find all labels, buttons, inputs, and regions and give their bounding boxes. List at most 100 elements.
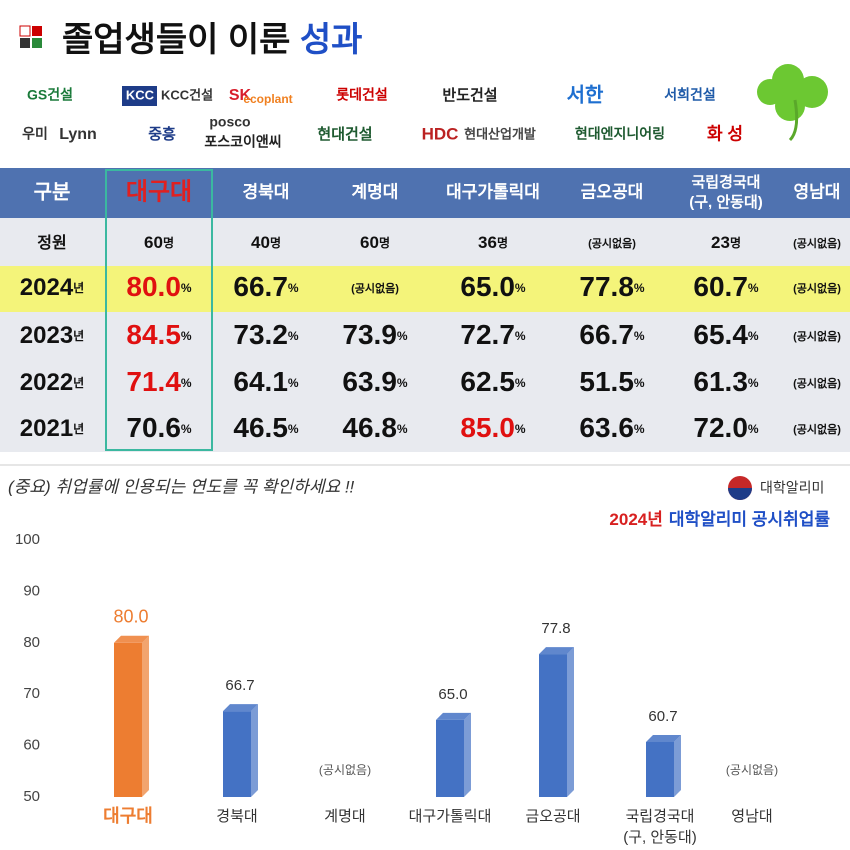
table-cell: (공시없음) [588,237,636,250]
bar [646,742,674,797]
cell-value: 60 [144,233,163,252]
value-label: 66.7 [225,677,254,694]
logo: Lynn [59,126,97,143]
x-tick-label: 국립경국대 [625,808,694,825]
logo: 화 성 [707,124,743,143]
y-tick-label: 90 [23,582,40,599]
bar [114,642,142,797]
value-label: 77.8 [541,620,570,637]
table-header: (구, 안동대) [689,193,763,211]
table-cell: 84.5% [126,319,192,350]
table-cell: 23명 [711,233,741,252]
cell-value: 85.0 [460,412,515,443]
logo: 반도건설 [442,87,497,104]
y-tick-label: 100 [15,531,40,548]
table-header-bg [0,168,850,218]
cell-value: 65.4 [693,319,748,350]
cell-unit: 명 [270,236,281,250]
cell-value: (공시없음) [793,330,841,343]
table-cell: 60명 [144,233,174,252]
logo: 현대건설 [317,126,372,143]
x-tick-label: 영남대 [731,808,772,825]
cell-unit: % [634,329,645,343]
cell-unit: % [515,329,526,343]
title: 졸업생들이 이룬 성과 [62,21,362,59]
cell-value: (공시없음) [793,423,841,436]
table-cell: 72.0% [693,412,759,443]
cell-unit: % [634,281,645,295]
table-header: 금오공대 [581,182,644,201]
title-main: 졸업생들이 이룬 [62,21,290,59]
logo: HDC [422,124,459,143]
logo: 서희건설 [664,87,716,103]
row-label-text: 정원 [37,234,66,252]
table-cell: 72.7% [460,319,526,350]
row-label-text: 2022 [20,369,73,396]
logo: 서한 [567,83,604,106]
x-tick-label: (구, 안동대) [623,829,697,846]
bar-top [114,635,149,643]
note: (중요) 취업률에 인용되는 연도를 꼭 확인하세요 !! [8,477,355,496]
row-label: 2024년 [20,274,84,301]
row-label: 정원 [37,234,66,252]
logo: KCC건설 [161,87,213,102]
cell-unit: % [288,329,299,343]
cell-value: 72.0 [693,412,748,443]
chart-title-year: 2024년 [609,510,662,529]
cell-value: 63.9 [342,366,397,397]
logo: KCC [126,87,155,102]
table-cell: 36명 [478,233,508,252]
cell-value: 64.1 [233,366,288,397]
icon [20,38,30,48]
cell-value: 61.3 [693,366,748,397]
title-highlight: 성과 [300,21,363,59]
logo: ecoplant [243,92,292,106]
logo: 롯데건설 [336,87,388,103]
cell-value: 62.5 [460,366,515,397]
logo: posco [209,114,250,130]
cell-value: 66.7 [579,319,634,350]
logo: 중흥 [148,125,176,143]
cell-unit: % [397,329,408,343]
bar [436,719,464,797]
cell-value: 65.0 [460,271,515,302]
table-cell: 71.4% [126,366,192,397]
no-data-label: (공시없음) [726,763,778,777]
cell-unit: % [397,422,408,436]
x-tick-label: 대구가톨릭대 [409,808,492,825]
cell-value: 60 [360,233,379,252]
table-cell: (공시없음) [793,282,841,295]
cell-unit: % [515,281,526,295]
row-label-unit: 년 [73,422,84,436]
table-cell: 66.7% [579,319,645,350]
cell-unit: % [634,376,645,390]
bar-side [567,647,574,797]
cell-value: 23 [711,233,730,252]
cell-value: 46.5 [233,412,288,443]
cell-value: 36 [478,233,497,252]
cell-unit: 명 [379,236,390,250]
no-data-label: (공시없음) [319,763,371,777]
logo: 포스코이앤씨 [204,134,281,150]
table-cell: 65.4% [693,319,759,350]
table-header: 대구가톨릭대 [446,182,540,201]
cell-unit: % [181,376,192,390]
logo: GS건설 [27,87,73,103]
cell-value: 73.2 [233,319,288,350]
cell-unit: % [748,281,759,295]
cell-value: 46.8 [342,412,397,443]
cell-value: 66.7 [233,271,288,302]
row-label-text: 2021 [20,415,73,442]
table-cell: 63.9% [342,366,408,397]
table-cell: (공시없음) [793,377,841,390]
row-label: 2021년 [20,415,84,442]
logo: 우미 [22,126,48,142]
row-label: 2022년 [20,369,84,396]
table-cell: 51.5% [579,366,645,397]
cell-value: 71.4 [126,366,181,397]
cell-value: 40 [251,233,270,252]
y-tick-label: 80 [23,634,40,651]
bar [539,654,567,797]
cell-unit: 명 [497,236,508,250]
logo: SK [229,87,252,104]
